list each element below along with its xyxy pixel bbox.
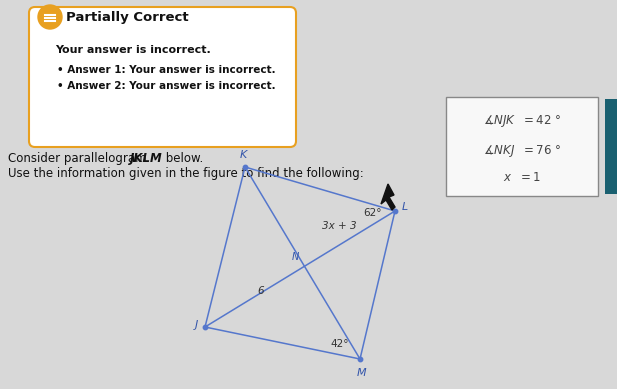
Text: $\measuredangle NKJ\ \ =76\ °$: $\measuredangle NKJ\ \ =76\ °$ [483,143,561,159]
Polygon shape [381,184,395,210]
FancyBboxPatch shape [605,99,617,194]
Text: • Answer 2: Your answer is incorrect.: • Answer 2: Your answer is incorrect. [57,81,276,91]
Text: $\measuredangle NJK\ \ =42\ °$: $\measuredangle NJK\ \ =42\ °$ [483,113,561,129]
FancyBboxPatch shape [29,7,296,147]
Text: N: N [292,252,299,262]
Text: • Answer 1: Your answer is incorrect.: • Answer 1: Your answer is incorrect. [57,65,276,75]
Text: JKLM: JKLM [130,152,163,165]
FancyBboxPatch shape [446,97,598,196]
Text: 6: 6 [258,286,264,296]
Text: L: L [402,202,408,212]
Text: Partially Correct: Partially Correct [66,11,189,23]
Text: below.: below. [162,152,203,165]
Text: Your answer is incorrect.: Your answer is incorrect. [55,45,211,55]
Text: $x\ \ =1$: $x\ \ =1$ [503,170,541,184]
Text: M: M [357,368,367,378]
Text: 62°: 62° [363,208,381,218]
Text: 42°: 42° [330,339,349,349]
Circle shape [38,5,62,29]
Text: Consider parallelogram: Consider parallelogram [8,152,151,165]
Text: J: J [195,320,198,330]
Text: 3x + 3: 3x + 3 [321,221,357,231]
Text: K: K [239,150,247,160]
Text: Use the information given in the figure to find the following:: Use the information given in the figure … [8,167,364,180]
